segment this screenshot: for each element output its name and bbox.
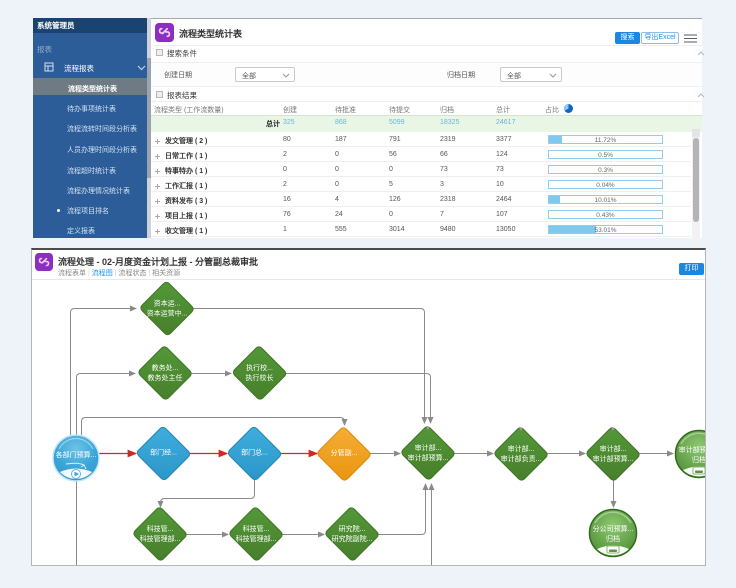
svg-text:各部门预算...: 各部门预算...	[56, 450, 97, 459]
svg-text:审计部负责...: 审计部负责...	[501, 454, 542, 463]
svg-text:研究院...: 研究院...	[339, 524, 366, 533]
svg-text:审计部预算...: 审计部预算...	[679, 445, 705, 454]
svg-text:审计部...: 审计部...	[415, 443, 442, 452]
svg-text:教务处...: 教务处...	[152, 363, 179, 372]
svg-text:审计部...: 审计部...	[600, 444, 627, 453]
svg-text:审计部预算...: 审计部预算...	[593, 454, 634, 463]
svg-text:审计部...: 审计部...	[508, 444, 535, 453]
svg-text:科技管...: 科技管...	[147, 524, 174, 533]
svg-text:科技管...: 科技管...	[243, 524, 270, 533]
svg-text:研究院副院...: 研究院副院...	[332, 534, 373, 543]
svg-text:执行校长: 执行校长	[246, 373, 274, 382]
svg-text:教务处主任: 教务处主任	[148, 373, 183, 382]
svg-text:分管副...: 分管副...	[331, 448, 358, 457]
svg-text:资本运营中...: 资本运营中...	[147, 309, 188, 318]
svg-text:资本运...: 资本运...	[154, 299, 181, 308]
svg-text:执行校...: 执行校...	[246, 363, 273, 372]
svg-text:科技管理部...: 科技管理部...	[140, 534, 181, 543]
svg-text:归档: 归档	[692, 455, 705, 464]
svg-text:部门总...: 部门总...	[241, 448, 268, 457]
svg-text:归档: 归档	[606, 534, 620, 543]
svg-text:部门经...: 部门经...	[150, 448, 177, 457]
svg-text:分公司预算...: 分公司预算...	[593, 524, 634, 533]
svg-text:科技管理部...: 科技管理部...	[236, 534, 277, 543]
svg-text:审计部预算...: 审计部预算...	[408, 453, 449, 462]
